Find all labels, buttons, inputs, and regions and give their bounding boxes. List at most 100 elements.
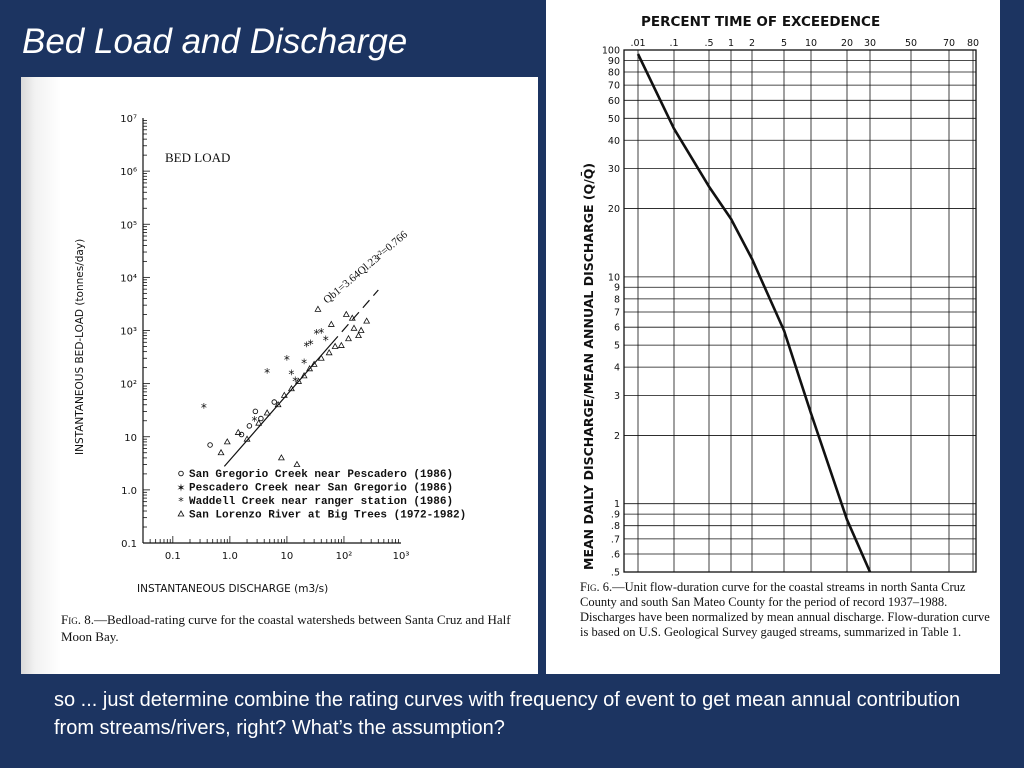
y-tick-label: 60 bbox=[608, 96, 620, 107]
data-point bbox=[274, 400, 282, 408]
y-tick-label: 10⁵ bbox=[120, 220, 137, 231]
data-point bbox=[314, 305, 322, 312]
x-tick-label: .5 bbox=[704, 38, 713, 49]
data-point bbox=[287, 384, 295, 392]
y-tick-label: 3 bbox=[614, 391, 620, 402]
caption-text: —Bedload-rating curve for the coastal wa… bbox=[61, 612, 511, 644]
data-point: * bbox=[288, 367, 294, 381]
y-tick-label: 40 bbox=[608, 136, 620, 147]
y-tick-label: 10³ bbox=[120, 327, 137, 338]
data-point bbox=[327, 320, 335, 327]
x-tick-label: 10 bbox=[281, 551, 294, 562]
x-tick-label: 2 bbox=[749, 38, 755, 49]
data-point: * bbox=[303, 339, 309, 353]
flow-duration-chart: 100908070605040302010987654321.9.8.7.6.5… bbox=[581, 14, 979, 579]
y-axis-label: INSTANTANEOUS BED-LOAD (tonnes/day) bbox=[74, 239, 86, 455]
data-point bbox=[263, 409, 271, 416]
data-point bbox=[344, 334, 352, 342]
y-tick-label: 80 bbox=[608, 67, 620, 78]
y-tick-label: 5 bbox=[614, 341, 620, 352]
data-point bbox=[207, 442, 213, 448]
data-point: * bbox=[308, 337, 314, 351]
y-tick-label: .7 bbox=[611, 534, 620, 545]
data-point: * bbox=[318, 326, 324, 340]
y-tick-label: .9 bbox=[611, 510, 620, 521]
fit-line bbox=[223, 343, 332, 467]
data-point: * bbox=[301, 356, 307, 370]
fit-line-dashed bbox=[330, 289, 379, 345]
data-point bbox=[306, 364, 314, 372]
y-tick-label: 9 bbox=[614, 283, 620, 294]
data-point: * bbox=[313, 327, 319, 341]
right-caption: Fig. 6.—Unit flow-duration curve for the… bbox=[580, 580, 992, 640]
fit-equation-label: Qb1=3.64Ql.23 bbox=[321, 252, 382, 306]
y-tick-label: 10⁷ bbox=[120, 114, 137, 125]
y-tick-label: .6 bbox=[611, 550, 620, 561]
caption-fig-label: Fig. 6. bbox=[580, 580, 613, 594]
y-tick-label: 7 bbox=[614, 307, 620, 318]
data-point bbox=[300, 372, 308, 379]
flow-duration-curve bbox=[636, 53, 872, 573]
data-point bbox=[246, 423, 253, 429]
y-tick-label: .8 bbox=[611, 521, 620, 532]
data-point bbox=[317, 354, 325, 361]
x-tick-label: .1 bbox=[669, 38, 678, 49]
data-point bbox=[280, 391, 288, 398]
data-point bbox=[252, 408, 259, 415]
data-point: * bbox=[323, 333, 329, 347]
x-tick-label: 80 bbox=[967, 38, 979, 49]
data-point bbox=[217, 448, 225, 456]
y-tick-label: 1 bbox=[614, 499, 620, 510]
data-point bbox=[234, 428, 242, 435]
legend-entry: San Lorenzo River at Big Trees (1972-198… bbox=[189, 510, 466, 522]
data-point: * bbox=[264, 366, 270, 380]
x-tick-label: 50 bbox=[905, 38, 917, 49]
x-tick-label: .01 bbox=[630, 38, 645, 49]
y-tick-label: 1.0 bbox=[121, 486, 137, 497]
data-point bbox=[325, 349, 333, 356]
data-point bbox=[243, 435, 251, 442]
data-point: * bbox=[251, 414, 257, 428]
x-tick-label: 10³ bbox=[393, 551, 410, 562]
y-tick-label: 100 bbox=[602, 46, 620, 57]
x-tick-label: 1.0 bbox=[222, 551, 238, 562]
data-point bbox=[295, 377, 303, 384]
legend-entry: Pescadero Creek near San Gregorio (1986) bbox=[189, 483, 453, 495]
data-point bbox=[348, 314, 356, 321]
x-tick-label: 5 bbox=[781, 38, 787, 49]
data-point bbox=[331, 342, 339, 349]
data-point bbox=[277, 454, 285, 461]
data-point bbox=[355, 331, 363, 339]
data-point bbox=[357, 326, 365, 333]
y-tick-label: 10 bbox=[608, 272, 620, 283]
x-tick-label: 30 bbox=[864, 38, 876, 49]
data-point bbox=[258, 415, 264, 422]
y-axis-label: MEAN DAILY DISCHARGE/MEAN ANNUAL DISCHAR… bbox=[581, 163, 596, 570]
y-tick-label: 30 bbox=[608, 164, 620, 175]
legend-marker: ✶ bbox=[176, 482, 185, 495]
data-point bbox=[337, 341, 345, 348]
y-tick-label: 10² bbox=[120, 380, 137, 391]
y-tick-label: 50 bbox=[608, 114, 620, 125]
slide-title: Bed Load and Discharge bbox=[22, 22, 408, 61]
flow-duration-figure: 100 90 80 70 60 50 40 30 20 10 9 8 7 6 5 4 3 2 1.9.8.7.6.5… bbox=[546, 0, 1000, 674]
x-tick-label: 1 bbox=[728, 38, 734, 49]
data-point bbox=[363, 317, 371, 324]
y-tick-label: 90 bbox=[608, 56, 620, 67]
caption-text: —Unit flow-duration curve for the coasta… bbox=[580, 580, 990, 639]
y-tick-label: 10 bbox=[124, 433, 137, 444]
legend-marker: * bbox=[178, 495, 184, 508]
legend-marker bbox=[177, 510, 185, 517]
y-tick-label: 70 bbox=[608, 81, 620, 92]
data-point: * bbox=[292, 374, 298, 388]
chart-title: PERCENT TIME OF EXCEEDENCE bbox=[641, 14, 880, 30]
caption-fig-label: Fig. 8. bbox=[61, 612, 94, 627]
data-point bbox=[271, 399, 278, 405]
data-point bbox=[350, 324, 358, 331]
legend-entry: Waddell Creek near ranger station (1986) bbox=[189, 496, 453, 508]
left-caption: Fig. 8.—Bedload-rating curve for the coa… bbox=[61, 611, 536, 645]
data-point bbox=[310, 360, 318, 367]
bedload-figure: 0.1 1.0 10 10² 10³ 10⁴ 10⁵ 10⁶ 10⁷ 0.1 1.0 10 10² 10³… bbox=[21, 77, 538, 674]
x-tick-label: 0.1 bbox=[165, 551, 181, 562]
slide-body-text: so ... just determine combine the rating… bbox=[54, 689, 961, 739]
